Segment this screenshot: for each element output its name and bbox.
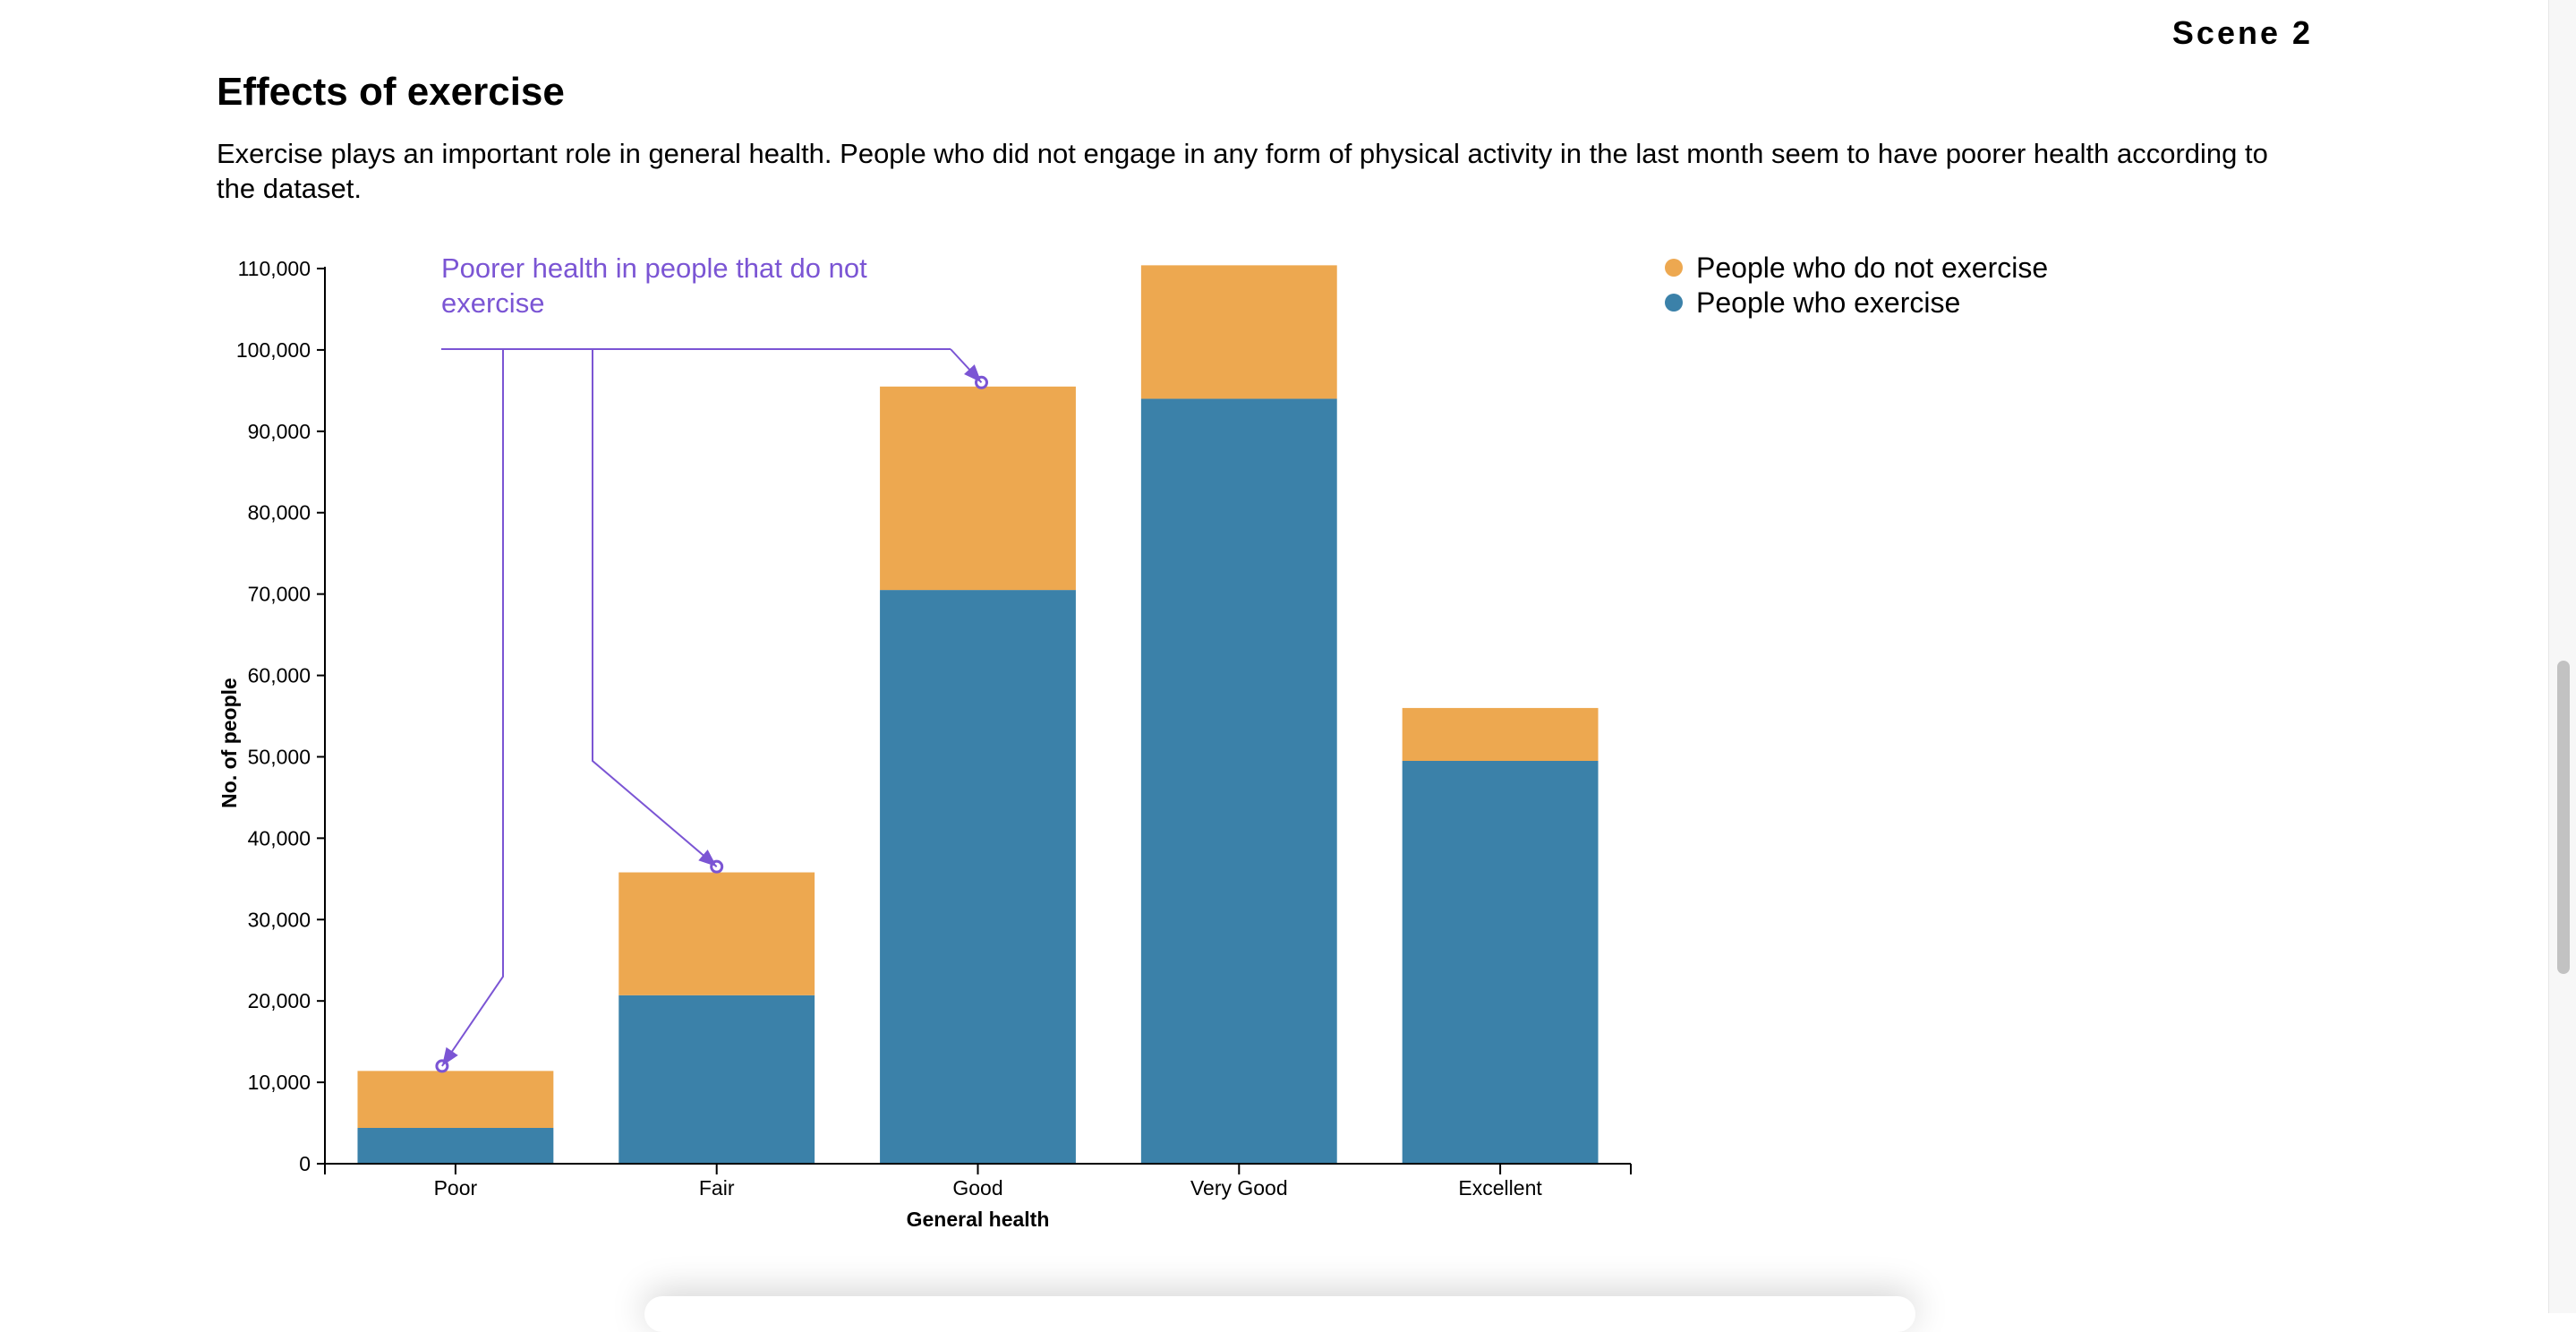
x-tick-label: Excellent [1458, 1176, 1542, 1200]
bar-exercise-excellent [1403, 761, 1599, 1164]
x-tick-label: Good [952, 1176, 1002, 1200]
bar-no-exercise-good [880, 387, 1076, 590]
y-tick-label: 60,000 [248, 664, 311, 687]
y-axis-title: No. of people [218, 678, 241, 808]
y-tick-label: 20,000 [248, 989, 311, 1012]
x-tick-label: Poor [434, 1176, 478, 1200]
y-tick-label: 100,000 [236, 338, 311, 362]
annotation-connector-poor [442, 349, 503, 1066]
y-tick-label: 80,000 [248, 501, 311, 525]
vertical-scrollbar[interactable] [2548, 0, 2576, 1313]
y-tick-label: 50,000 [248, 745, 311, 768]
bar-no-exercise-fair [618, 873, 815, 995]
next-scene-card-edge [644, 1296, 1915, 1332]
y-tick-label: 0 [299, 1152, 311, 1175]
bar-no-exercise-very-good [1141, 265, 1337, 398]
x-axis-title: General health [907, 1208, 1050, 1231]
annotation-text: Poorer health in people that do not [441, 252, 867, 284]
y-tick-label: 110,000 [238, 257, 311, 280]
annotation-text: exercise [441, 287, 544, 319]
y-tick-label: 70,000 [248, 583, 311, 606]
y-tick-label: 40,000 [248, 826, 311, 850]
bar-exercise-good [880, 590, 1076, 1164]
y-tick-label: 90,000 [248, 420, 311, 443]
x-tick-label: Fair [699, 1176, 735, 1200]
x-tick-label: Very Good [1190, 1176, 1288, 1200]
bar-exercise-very-good [1141, 398, 1337, 1164]
y-tick-label: 30,000 [248, 908, 311, 931]
scrollbar-thumb[interactable] [2557, 661, 2570, 974]
bar-exercise-poor [357, 1128, 553, 1164]
annotation-arrow-poor [442, 1047, 458, 1066]
bar-no-exercise-poor [357, 1071, 553, 1128]
legend-marker [1665, 259, 1683, 277]
annotation-connector-fair [593, 349, 717, 867]
bar-no-exercise-excellent [1403, 708, 1599, 761]
y-tick-label: 10,000 [248, 1071, 311, 1094]
bar-exercise-fair [618, 995, 815, 1164]
legend-label: People who exercise [1696, 286, 1960, 319]
legend-marker [1665, 294, 1683, 312]
annotation-arrow-fair [698, 850, 716, 867]
legend-label: People who do not exercise [1696, 252, 2048, 284]
